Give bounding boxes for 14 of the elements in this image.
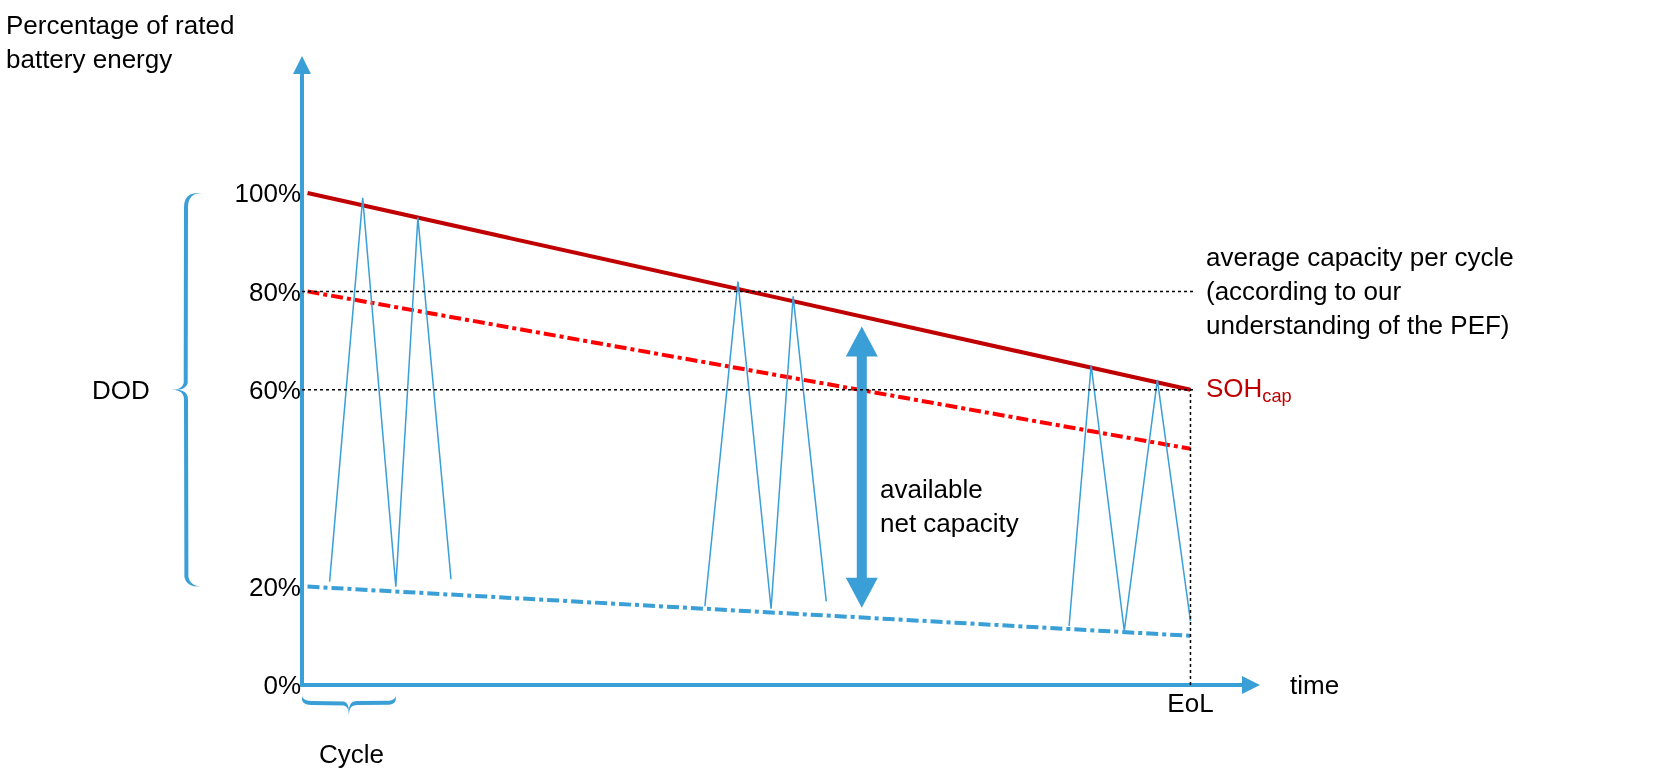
y-tick-label: 20% (248, 571, 301, 602)
y-tick-label: 80% (248, 276, 301, 307)
line-series (328, 197, 452, 588)
y-tick-label: 100% (234, 178, 301, 209)
text: average capacity per cycle (according to our understanding of the PEF) (1206, 242, 1514, 340)
series-label: SOH$_{cap}$ (1206, 373, 1292, 407)
annotation: available net capacity (880, 474, 1019, 538)
y-tick-label: 0% (263, 670, 301, 701)
text: Cycle (319, 739, 385, 769)
x-tick-label: EoL (1167, 688, 1214, 718)
text: DOD (92, 375, 150, 405)
y-axis-title: Percentage of rated battery energy (6, 10, 235, 74)
y-tick-label: 60% (248, 374, 301, 405)
x-axis-title: time (1290, 670, 1340, 700)
